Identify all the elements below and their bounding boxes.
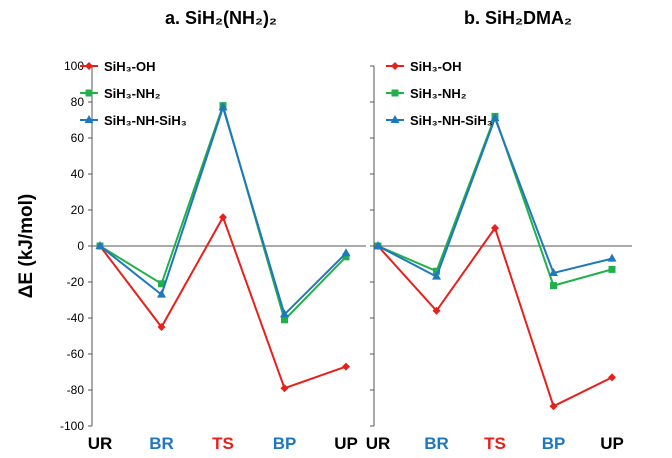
legend-label: SiH₃-OH [104,59,156,74]
y-tick-label: -20 [67,275,85,289]
data-point [342,362,350,371]
data-point [432,306,441,315]
legend-marker [391,89,399,97]
data-point [95,241,105,249]
series-line-1 [377,113,613,287]
data-point [432,271,441,280]
legend-marker [84,115,94,123]
data-point [280,309,289,318]
data-point [608,373,616,382]
data-point [342,253,350,261]
chart-panel-b: b. SiH₂DMA₂ UR BR TS BP UP SiH₃-OH SiH₃-NH₂ SiH… [366,8,632,453]
panel-b-title: b. SiH₂DMA₂ [464,8,572,28]
data-point [490,113,500,122]
x-category-label: BR [149,434,174,453]
chart-panel-a: a. SiH₂(NH₂)₂ 100 80 60 40 20 0 -20 -40 -60 -80 -1… [60,8,366,453]
y-tick-label: 100 [64,59,84,73]
data-point [433,267,440,275]
series-line-0 [99,214,347,390]
y-tick-label: -40 [67,311,85,325]
data-point [157,323,166,331]
legend-label: SiH₃-NH-SiH₃ [104,113,187,128]
data-point [549,402,558,411]
x-category-label: UR [88,434,113,453]
data-point [341,248,351,257]
data-point [550,282,557,290]
x-category-label: UP [600,434,624,453]
data-point [218,102,228,111]
series-line-2 [99,104,347,317]
data-point [549,268,558,276]
legend-label: SiH₃-NH-SiH₃ [410,113,493,128]
x-category-label: BP [273,434,297,453]
y-tick-label: 60 [71,131,85,145]
y-axis-label: ΔE (kJ/mol) [16,194,37,298]
y-tick-label: 0 [77,239,84,253]
y-tick-label: -100 [60,419,84,433]
x-category-label: BR [424,434,449,453]
y-tick-label: -60 [67,347,85,361]
series-line-1 [99,102,347,322]
data-point [608,265,616,273]
legend-label: SiH₃-NH₂ [104,86,161,101]
data-point [158,280,165,288]
y-tick-label: 40 [71,167,85,181]
data-point [607,253,617,262]
legend-marker [390,115,400,123]
data-point [491,224,499,232]
data-point [157,289,166,298]
y-tick-label: 80 [71,95,85,109]
x-category-label: BP [542,434,566,453]
legend-marker [85,62,93,70]
legend-marker [391,62,399,70]
data-point [280,384,289,393]
data-point [219,213,227,222]
x-category-label: UP [334,434,358,453]
series-line-0 [377,225,613,408]
x-category-label: TS [212,434,234,453]
data-point [281,316,288,324]
x-category-label: UR [366,434,391,453]
data-point [373,241,383,249]
y-tick-label: 20 [71,203,85,217]
x-category-label: TS [484,434,506,453]
legend-marker [85,89,93,97]
legend-label: SiH₃-NH₂ [410,86,467,101]
legend-label: SiH₃-OH [410,59,462,74]
panel-a-title: a. SiH₂(NH₂)₂ [165,8,277,28]
series-line-2 [377,115,613,279]
y-tick-label: -80 [67,383,85,397]
